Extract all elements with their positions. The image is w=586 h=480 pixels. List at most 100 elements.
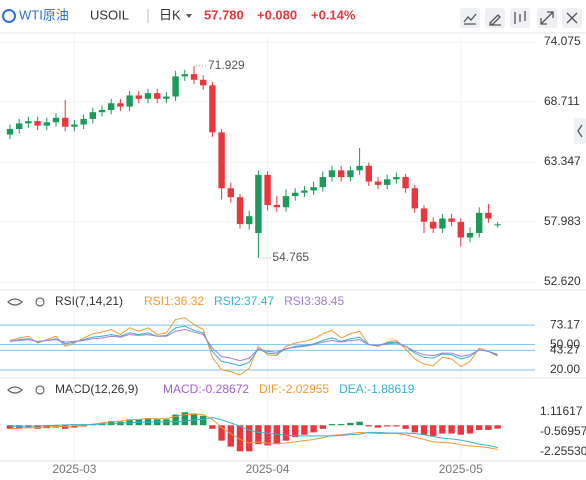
eye-icon[interactable] xyxy=(7,298,23,306)
gear-icon[interactable] xyxy=(35,297,45,307)
price: 57.780 xyxy=(204,7,244,22)
candle-body xyxy=(181,74,188,77)
macd-bar xyxy=(190,413,198,426)
macd-bar xyxy=(108,421,115,426)
y-tick-label: 1.11617 xyxy=(540,404,583,418)
candle-body xyxy=(218,132,225,189)
period-dropdown[interactable] xyxy=(186,14,192,18)
candle-body xyxy=(365,165,372,182)
candle-body xyxy=(172,76,179,97)
macd-bar xyxy=(319,425,326,429)
macd-bar xyxy=(264,425,271,446)
rsi-title: RSI(7,14,21) xyxy=(55,294,123,308)
candle-body xyxy=(200,79,207,86)
side-tab[interactable] xyxy=(574,118,586,144)
macd-bar xyxy=(476,425,483,430)
candle-body xyxy=(255,174,262,234)
macd-bar xyxy=(236,425,244,452)
legend-entry: DEA:-1.88619 xyxy=(339,382,415,396)
candle-body xyxy=(16,123,23,129)
tool-candle[interactable] xyxy=(514,11,526,24)
y-tick-label: 52.620 xyxy=(544,274,581,288)
eye-icon[interactable] xyxy=(7,386,23,394)
candle-body xyxy=(71,124,78,127)
candle-body xyxy=(108,103,115,110)
y-tick-label: 63.347 xyxy=(544,154,581,168)
candle-body xyxy=(190,74,198,80)
legend-entry: DIF:-2.02955 xyxy=(259,382,329,396)
toolbar xyxy=(460,8,586,144)
candle-body xyxy=(439,218,446,229)
candle-body xyxy=(347,170,354,178)
candle-body xyxy=(154,93,161,99)
macd-bar xyxy=(448,425,455,434)
candle-body xyxy=(485,212,492,219)
candle-body xyxy=(25,121,32,124)
macd-bar xyxy=(172,414,179,426)
tool-draw[interactable] xyxy=(489,14,501,26)
y-tick-label: 20.00 xyxy=(550,362,580,376)
period[interactable]: 日K xyxy=(159,7,181,22)
macd-bar xyxy=(227,425,234,447)
candle-body xyxy=(227,188,234,198)
candle-body xyxy=(292,192,299,197)
candle-body xyxy=(448,218,455,222)
candle-body xyxy=(89,112,96,119)
min-label: 54.765 xyxy=(272,250,309,264)
macd-bar xyxy=(466,425,474,434)
macd-bar xyxy=(16,425,23,429)
candle-body xyxy=(62,117,69,127)
macd-bar xyxy=(439,425,446,434)
macd-bar xyxy=(246,425,253,452)
candle-body xyxy=(402,177,409,189)
macd-bar xyxy=(292,425,299,438)
macd-bar xyxy=(365,425,372,427)
macd-bar xyxy=(494,425,501,429)
macd-bar xyxy=(402,425,409,429)
panel-icons xyxy=(7,297,45,395)
instrument-name[interactable]: WTI原油 xyxy=(19,7,69,22)
macd-bar xyxy=(301,425,308,435)
macd-bar xyxy=(310,425,317,433)
macd-bar xyxy=(255,425,262,445)
max-label: 71.929 xyxy=(208,58,245,72)
macd-bar xyxy=(218,425,225,441)
candle-body xyxy=(6,128,14,135)
candle-body xyxy=(310,187,317,191)
tool-fullscreen[interactable] xyxy=(540,11,554,25)
candle-body xyxy=(126,95,133,107)
rsi-line xyxy=(9,325,498,367)
macd-bar xyxy=(420,425,428,435)
macd-bar xyxy=(273,425,280,445)
y-tick-label: 68.711 xyxy=(544,94,580,108)
candle-body xyxy=(494,224,501,226)
candle-body xyxy=(264,174,271,206)
tool-indicator[interactable] xyxy=(463,13,477,25)
candle-body xyxy=(411,188,418,209)
candle-body xyxy=(319,177,326,188)
change: +0.080 xyxy=(257,7,297,22)
macd-bar xyxy=(200,415,207,426)
macd-bar xyxy=(71,425,78,428)
candle-body xyxy=(117,103,124,107)
side-arrow xyxy=(577,124,583,138)
change-pct: +0.14% xyxy=(311,7,356,22)
candle-body xyxy=(356,165,363,171)
y-tick-label: 73.17 xyxy=(550,317,580,331)
legend-entry: RSI1:36.32 xyxy=(144,294,204,308)
candle-body xyxy=(393,177,400,180)
symbol: USOIL xyxy=(90,7,129,22)
macd-bar xyxy=(393,425,400,427)
x-tick-label: 2025-03 xyxy=(52,462,96,476)
macd-bar xyxy=(411,425,418,433)
tool-close[interactable] xyxy=(566,12,578,24)
gear-icon[interactable] xyxy=(35,385,45,395)
candle-body xyxy=(144,93,152,99)
legend-entry: MACD:-0.28672 xyxy=(163,382,249,396)
macd-bar xyxy=(347,422,354,426)
tool-bg xyxy=(460,8,480,28)
macd-bar xyxy=(282,425,290,441)
legend-entry: RSI2:37.47 xyxy=(214,294,274,308)
macd-bar xyxy=(384,425,391,427)
